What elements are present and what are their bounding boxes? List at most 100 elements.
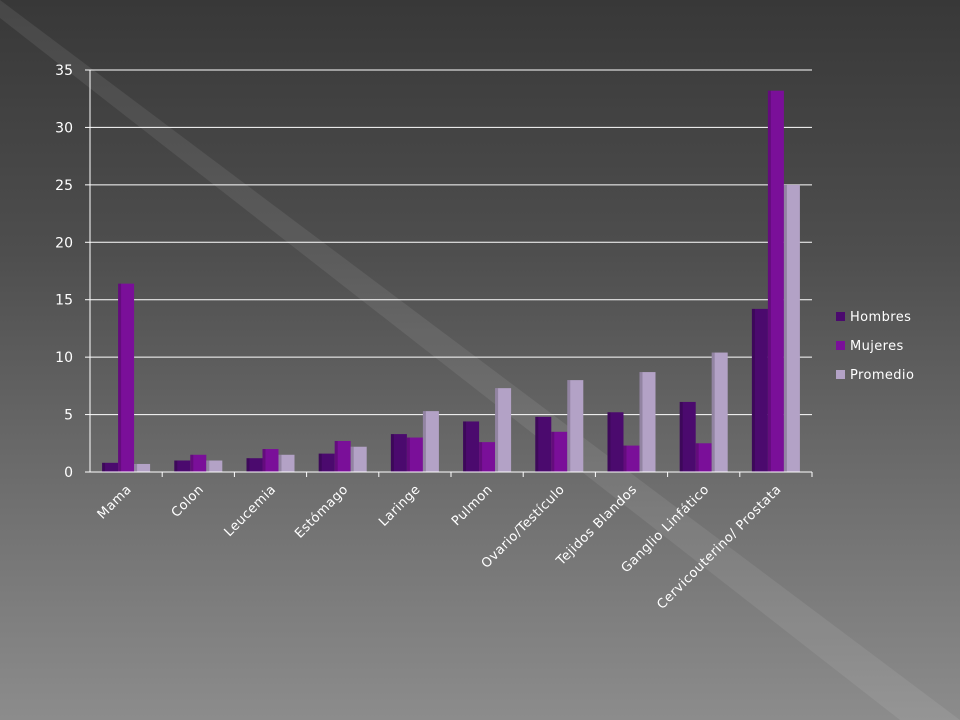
bar-promedio-4 [422,411,439,472]
y-tick-label: 20 [55,235,73,251]
bar [174,460,191,472]
legend-item-promedio: Promedio [836,368,914,383]
bar-hombres-0 [102,462,119,472]
bar-shade [463,421,467,472]
bar-shade [278,454,282,472]
bar [463,421,480,472]
y-tick-label: 10 [55,350,73,366]
bar [679,401,696,472]
x-tick-label: Colon [169,482,207,520]
bar-mujeres-3 [334,440,351,472]
axis-layer [85,69,813,477]
bar-hombres-8 [679,401,696,472]
bar-shade [551,431,555,472]
bar-shade [262,449,266,472]
bar [190,454,207,472]
bar [639,372,656,472]
bar-promedio-2 [278,454,295,472]
bar [350,446,367,472]
bar-shade [422,411,426,472]
bar-shade [711,352,715,472]
bar [246,458,263,472]
bar-promedio-7 [639,372,656,472]
bar-shade [623,445,627,472]
bar-shade [639,372,643,472]
bar-shade [679,401,683,472]
bar-shade [206,460,210,472]
bar [783,184,800,472]
bar [134,463,151,472]
bar-mujeres-8 [695,443,712,472]
legend-item-hombres: Hombres [836,310,911,325]
bars-layer [102,90,800,472]
bar-hombres-6 [535,416,552,472]
bar-hombres-7 [607,412,624,472]
bar-shade [479,442,483,472]
legend-swatch [836,341,845,350]
bar [318,453,335,472]
x-tick-label: Laringe [376,482,423,529]
bar-mujeres-9 [767,90,784,472]
bar-shade [695,443,699,472]
bar-shade [390,434,394,472]
bar-shade [567,380,571,472]
x-tick-label: Leucemia [222,482,280,540]
bar-shade [246,458,250,472]
bar [278,454,295,472]
bar [567,380,584,472]
bar-mujeres-1 [190,454,207,472]
x-tick-label: Cervicouterino/ Prostata [654,482,784,612]
bar-shade [751,308,755,472]
bar-mujeres-2 [262,449,279,472]
y-tick-label: 30 [55,120,73,136]
bar [535,416,552,472]
y-tick-label: 0 [64,465,73,481]
bar-shade [495,388,499,472]
bar [711,352,728,472]
bar [751,308,768,472]
y-axis-ticks: 0 5 10 15 20 25 30 35 [55,63,73,481]
bar [206,460,223,472]
bar-hombres-5 [463,421,480,472]
grid-layer [90,69,812,416]
x-tick-label: Mama [95,482,135,522]
x-axis-ticks: Mama Colon Leucemia Estómago Laringe PulmonOv… [95,482,785,612]
bar-shade [174,460,178,472]
bar-shade [607,412,611,472]
bar-shade [406,437,410,472]
bar-shade [334,440,338,472]
bar [551,431,568,472]
y-tick-label: 15 [55,293,73,309]
bar-mujeres-6 [551,431,568,472]
bar [118,283,135,472]
bar-shade [134,463,138,472]
bar-promedio-0 [134,463,151,472]
bar [495,388,512,472]
bar [390,434,407,472]
bar-promedio-5 [495,388,512,472]
bar-shade [118,283,122,472]
bar [422,411,439,472]
bar-promedio-8 [711,352,728,472]
bar-hombres-9 [751,308,768,472]
bar [479,442,496,472]
bar-shade [767,90,771,472]
legend-swatch [836,312,845,321]
bar-shade [102,462,106,472]
bar-promedio-3 [350,446,367,472]
bar [406,437,423,472]
bar [767,90,784,472]
bar-hombres-1 [174,460,191,472]
x-tick-label: Pulmon [449,482,496,529]
y-tick-label: 35 [55,63,73,79]
bar-hombres-2 [246,458,263,472]
x-tick-label: Estómago [292,482,351,541]
legend: Hombres Mujeres Promedio [836,310,914,383]
y-tick-label: 5 [64,408,73,424]
bar [334,440,351,472]
bar-hombres-3 [318,453,335,472]
legend-label: Hombres [850,310,911,325]
